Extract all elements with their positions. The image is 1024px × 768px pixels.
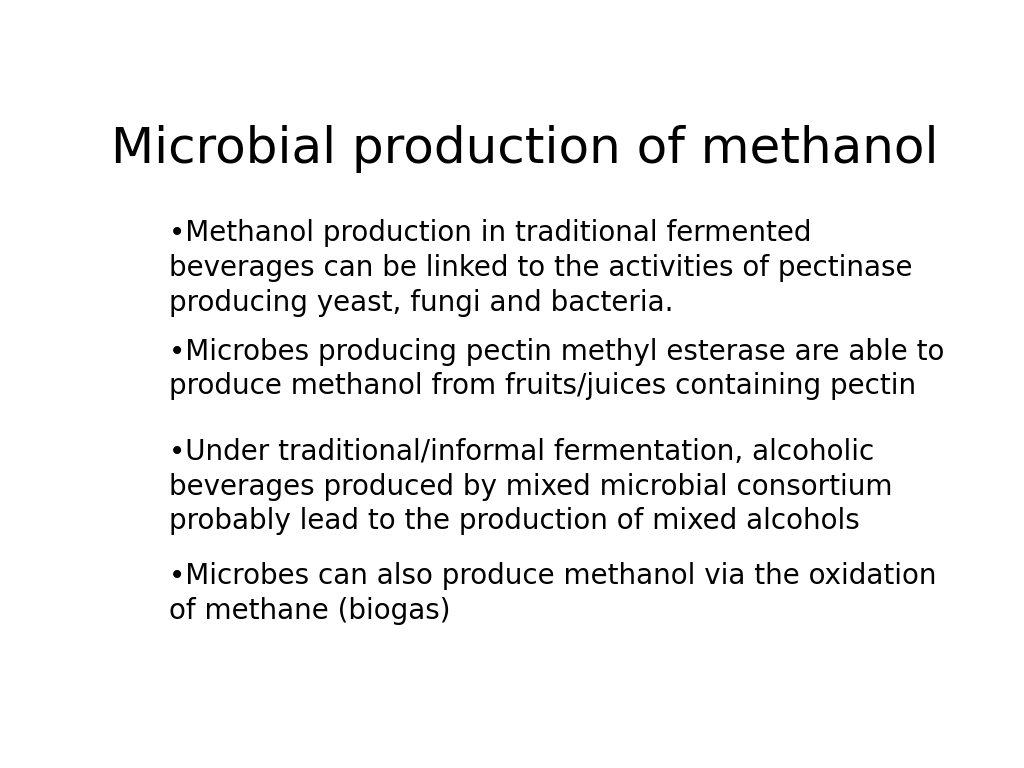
Text: •Microbes producing pectin methyl esterase are able to
produce methanol from fru: •Microbes producing pectin methyl estera… [169,338,945,400]
Text: Microbial production of methanol: Microbial production of methanol [111,124,939,173]
Text: •Microbes can also produce methanol via the oxidation
of methane (biogas): •Microbes can also produce methanol via … [169,562,937,625]
Text: •Under traditional/informal fermentation, alcoholic
beverages produced by mixed : •Under traditional/informal fermentation… [169,438,893,535]
Text: •Methanol production in traditional fermented
beverages can be linked to the act: •Methanol production in traditional ferm… [169,220,912,316]
